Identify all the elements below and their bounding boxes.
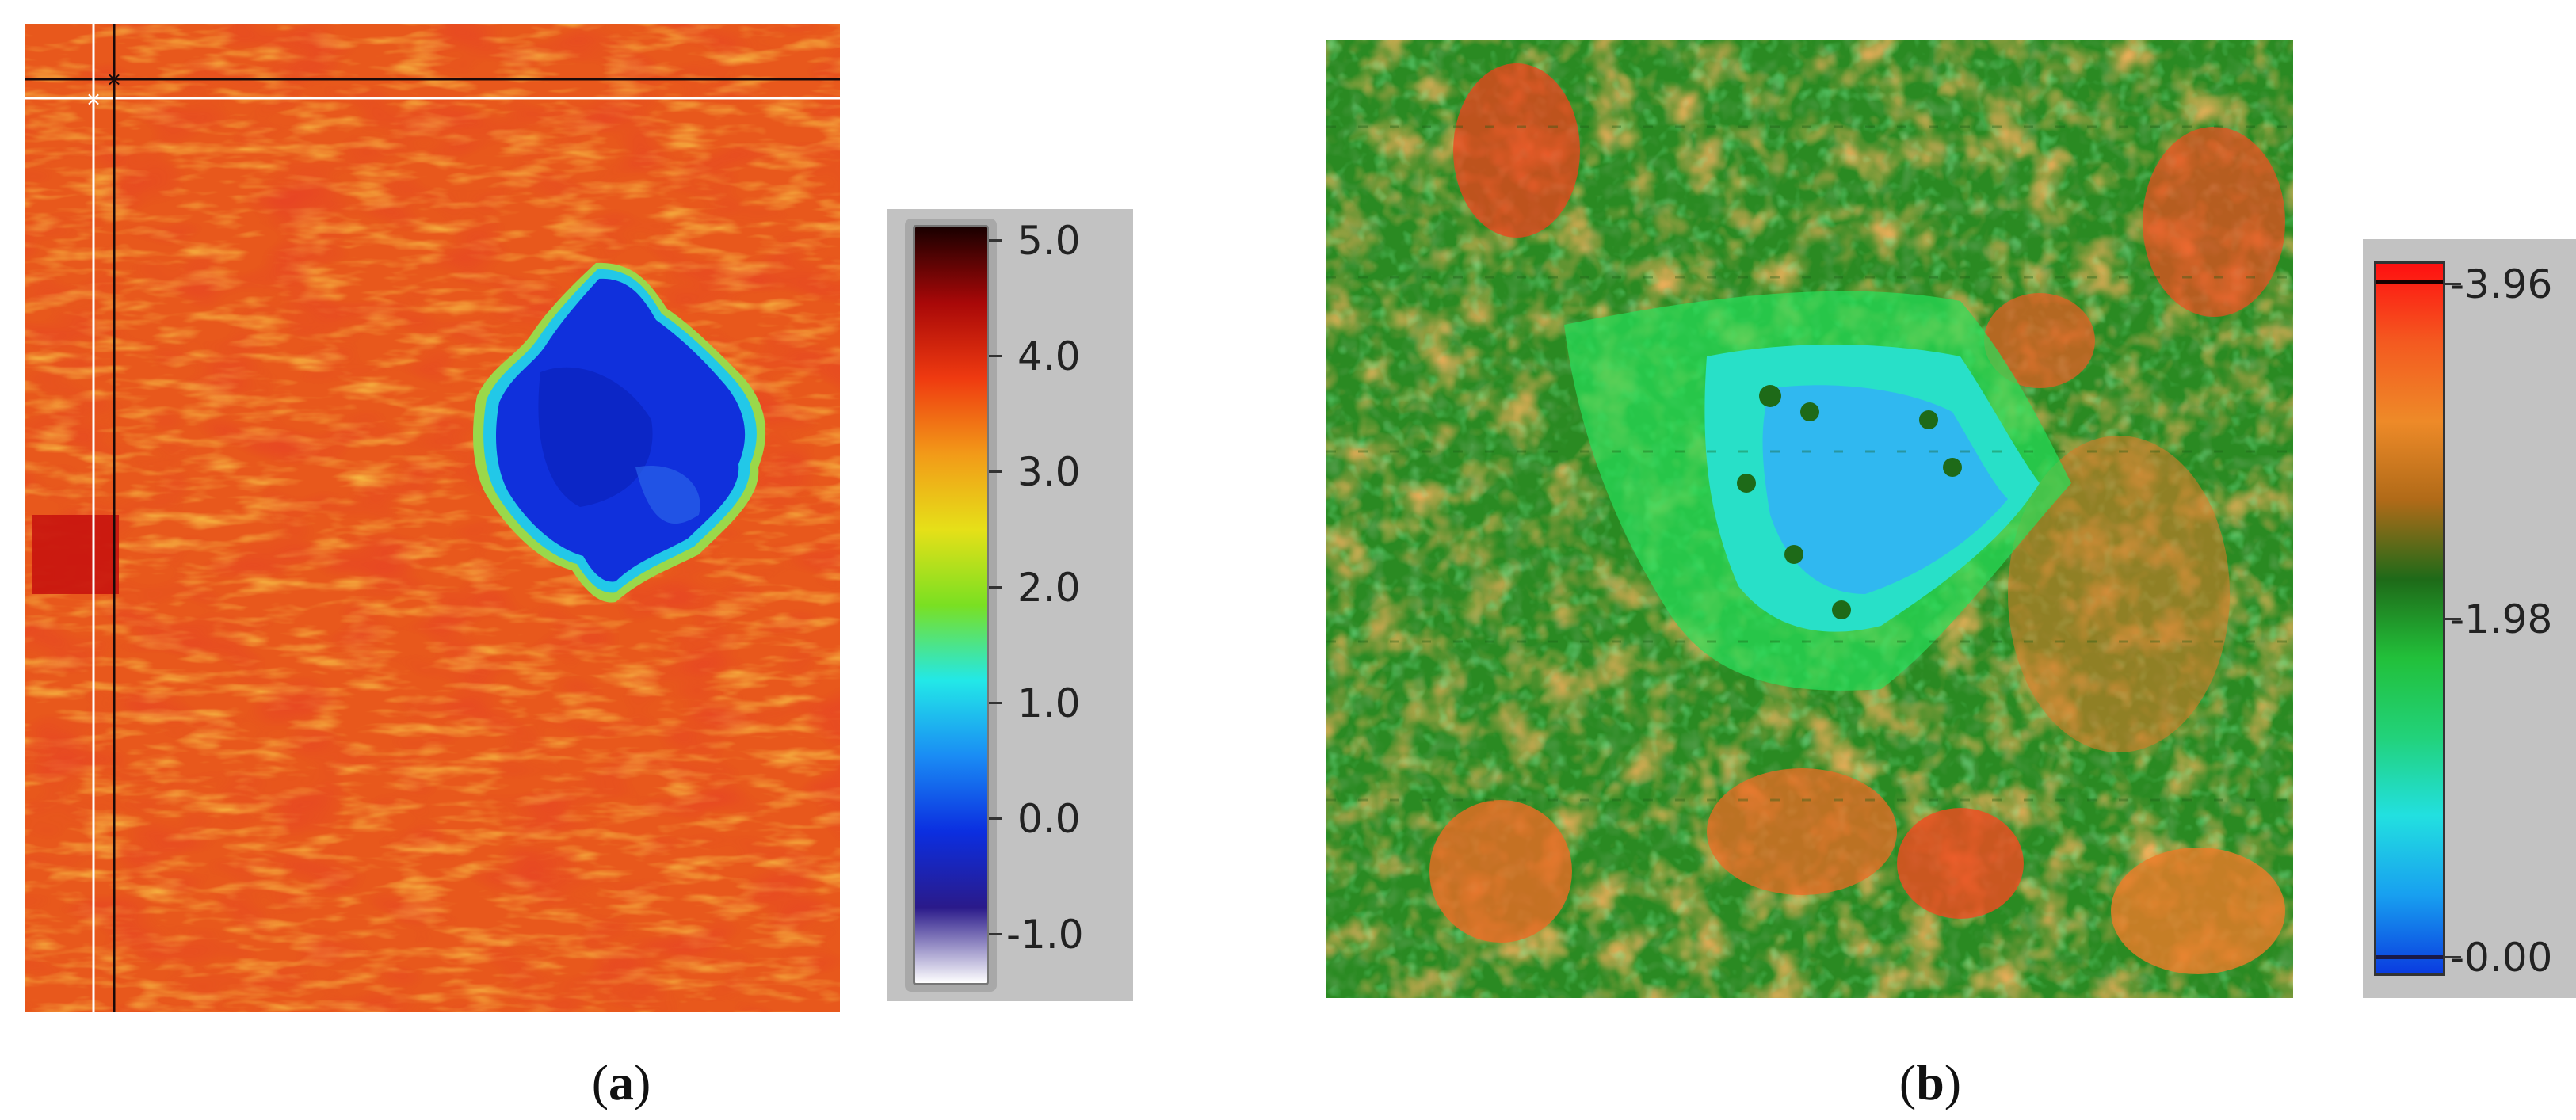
svg-text:×: × (106, 68, 122, 90)
colorbar-b: -3.96 -1.98 -0.00 (2363, 239, 2576, 998)
colorbar-b-tick: -3.96 (2450, 261, 2553, 307)
svg-text:×: × (86, 88, 101, 110)
colorbar-a: 5.0 4.0 3.0 2.0 1.0 0.0 -1.0 (887, 209, 1133, 1001)
colorbar-a-gradient (913, 225, 989, 985)
colorbar-a-tick: 5.0 (1017, 218, 1081, 264)
colorbar-a-tick: 2.0 (1017, 565, 1081, 611)
panel-b: -3.96 -1.98 -0.00 (b) (1228, 0, 2576, 1120)
colorbar-a-tick: 0.0 (1017, 796, 1081, 842)
colorbar-b-tick: -0.00 (2450, 935, 2553, 981)
heatmap-a: × × (25, 24, 840, 1012)
colorbar-b-tick: -1.98 (2450, 596, 2553, 642)
colorbar-a-tick: 4.0 (1017, 333, 1081, 379)
colorbar-a-tick: 3.0 (1017, 449, 1081, 495)
colorbar-a-tick: 1.0 (1017, 680, 1081, 726)
defect-a (473, 262, 766, 603)
caption-b: (b) (1899, 1054, 1962, 1110)
panel-a: × × 5.0 4.0 3.0 2.0 1.0 0.0 -1.0 (a) (0, 0, 1228, 1120)
caption-a: (a) (591, 1054, 651, 1110)
colorbar-b-gradient (2374, 261, 2445, 976)
heatmap-b (1326, 40, 2293, 998)
colorbar-a-tick: -1.0 (1006, 912, 1084, 958)
